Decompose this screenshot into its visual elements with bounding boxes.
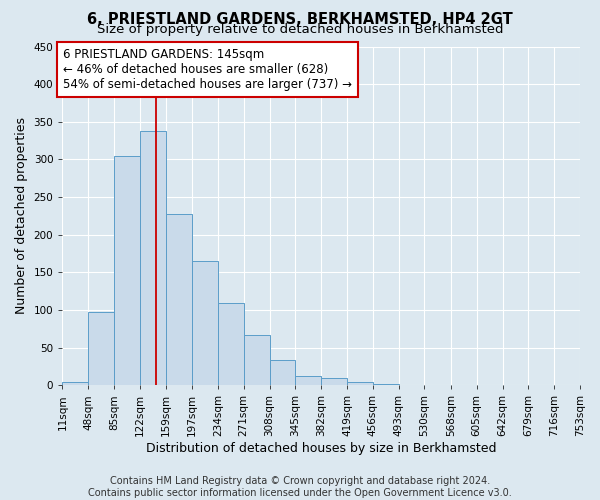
Bar [424,384,451,386]
Text: Size of property relative to detached houses in Berkhamsted: Size of property relative to detached ho… [97,22,503,36]
Text: 6 PRIESTLAND GARDENS: 145sqm
← 46% of detached houses are smaller (628)
54% of s: 6 PRIESTLAND GARDENS: 145sqm ← 46% of de… [63,48,352,91]
Bar [62,382,88,386]
Bar [269,360,295,386]
Bar [244,335,269,386]
Bar [140,131,166,386]
X-axis label: Distribution of detached houses by size in Berkhamsted: Distribution of detached houses by size … [146,442,496,455]
Y-axis label: Number of detached properties: Number of detached properties [15,118,28,314]
Bar [218,303,244,386]
Bar [451,384,477,386]
Bar [192,261,218,386]
Bar [373,384,398,386]
Bar [529,384,554,386]
Text: 6, PRIESTLAND GARDENS, BERKHAMSTED, HP4 2GT: 6, PRIESTLAND GARDENS, BERKHAMSTED, HP4 … [87,12,513,28]
Bar [295,376,321,386]
Bar [166,214,192,386]
Text: Contains HM Land Registry data © Crown copyright and database right 2024.
Contai: Contains HM Land Registry data © Crown c… [88,476,512,498]
Bar [398,384,424,386]
Bar [114,156,140,386]
Bar [88,312,114,386]
Bar [321,378,347,386]
Bar [347,382,373,386]
